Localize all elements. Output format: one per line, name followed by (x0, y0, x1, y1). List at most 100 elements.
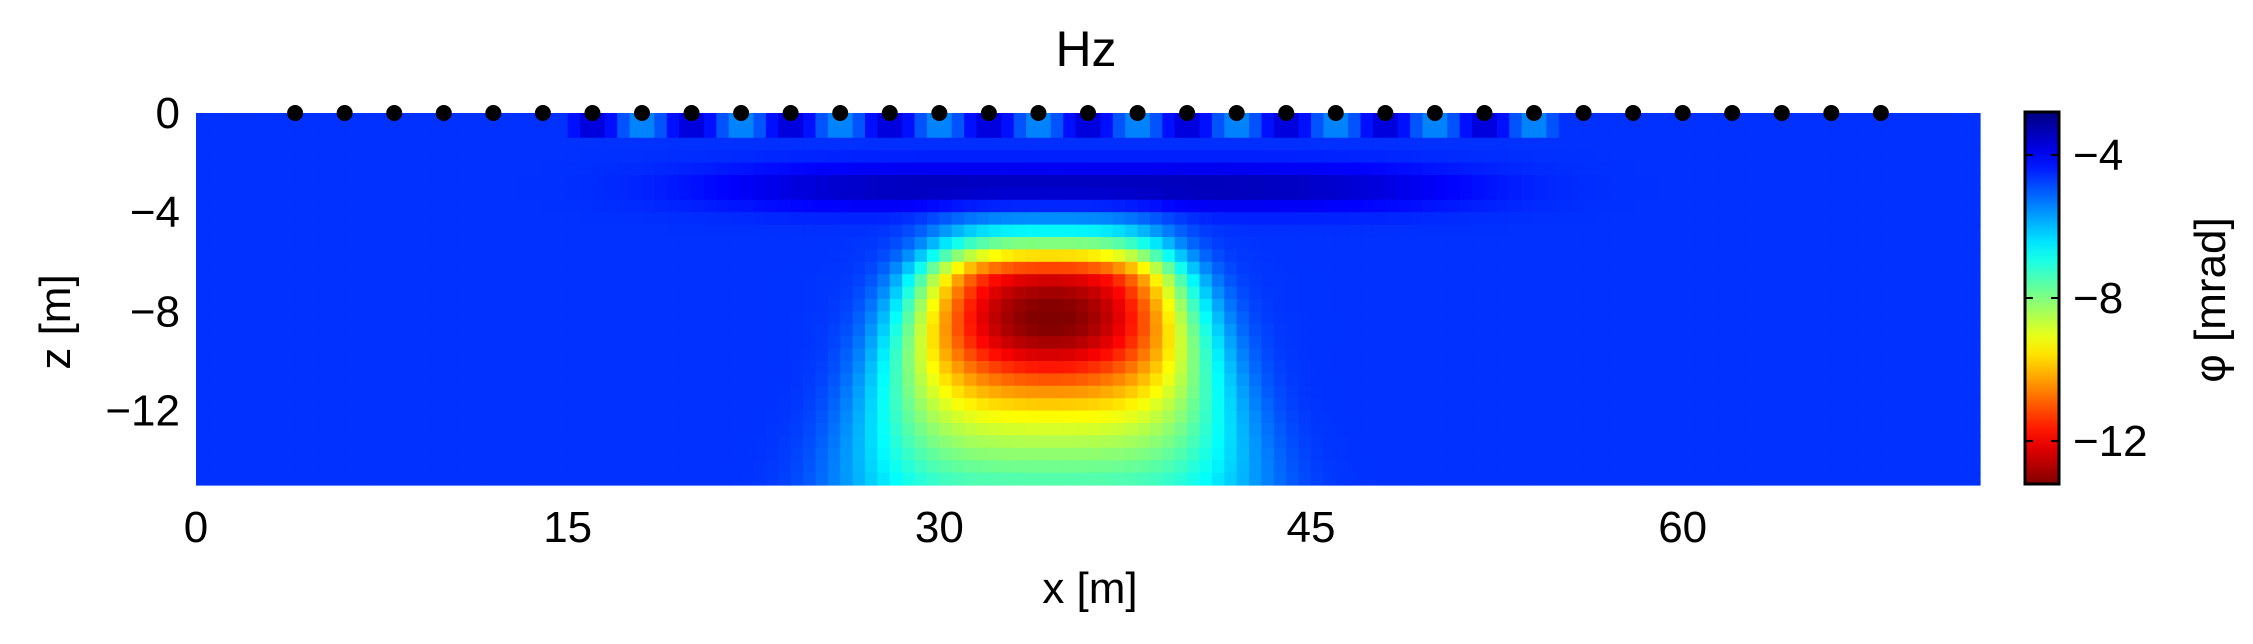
heatmap-cell (1856, 224, 1870, 238)
heatmap-cell (1199, 299, 1213, 312)
heatmap-cell (1372, 460, 1386, 474)
heatmap-cell (1149, 150, 1163, 164)
heatmap-cell (1360, 435, 1374, 449)
heatmap-cell (1558, 423, 1572, 436)
heatmap-cell (257, 460, 271, 474)
heatmap-cell (1682, 311, 1696, 325)
heatmap-cell (1050, 435, 1064, 449)
heatmap-cell (1732, 336, 1746, 350)
heatmap-cell (307, 423, 321, 436)
heatmap-cell (1472, 249, 1486, 263)
heatmap-cell (1063, 423, 1077, 436)
heatmap-cell (666, 175, 680, 188)
heatmap-cell (1905, 299, 1919, 312)
heatmap-cell (319, 447, 333, 461)
heatmap-cell (1459, 423, 1473, 436)
heatmap-cell (555, 249, 569, 263)
heatmap-cell (840, 472, 854, 486)
heatmap-cell (580, 237, 594, 250)
heatmap-cell (1571, 274, 1585, 288)
heatmap-cell (1125, 410, 1139, 424)
heatmap-cell (679, 348, 693, 362)
heatmap-cell (654, 137, 668, 151)
heatmap-cell (914, 460, 928, 474)
heatmap-cell (1372, 373, 1386, 387)
heatmap-cell (208, 336, 222, 350)
heatmap-cell (369, 199, 383, 213)
heatmap-cell (1595, 199, 1609, 213)
heatmap-cell (988, 472, 1002, 486)
heatmap-cell (208, 385, 222, 399)
heatmap-cell (480, 199, 494, 213)
heatmap-cell (1595, 460, 1609, 474)
heatmap-cell (1298, 175, 1312, 188)
heatmap-cell (939, 423, 953, 436)
heatmap-cell (976, 162, 990, 176)
electrode-marker (584, 105, 601, 121)
heatmap-cell (865, 125, 878, 139)
heatmap-cell (604, 212, 618, 226)
heatmap-cell (1769, 249, 1783, 263)
heatmap-cell (1732, 175, 1746, 188)
heatmap-cell (1806, 435, 1820, 449)
heatmap-cell (1224, 187, 1238, 201)
heatmap-cell (728, 410, 742, 424)
heatmap-cell (1583, 361, 1597, 374)
heatmap-cell (815, 410, 829, 424)
heatmap-cell (964, 274, 978, 288)
heatmap-cell (827, 224, 841, 238)
heatmap-cell (1026, 212, 1040, 226)
heatmap-cell (1670, 249, 1684, 263)
heatmap-cell (1806, 175, 1820, 188)
heatmap-cell (1509, 435, 1523, 449)
heatmap-cell (1781, 274, 1795, 288)
heatmap-cell (1707, 175, 1721, 188)
heatmap-cell (1149, 398, 1163, 412)
heatmap-cell (741, 460, 755, 474)
heatmap-cell (1236, 125, 1250, 139)
heatmap-cell (852, 361, 866, 374)
heatmap-cell (679, 435, 693, 449)
heatmap-cell (1211, 212, 1225, 226)
heatmap-cell (1868, 224, 1882, 238)
heatmap-cell (555, 472, 569, 486)
heatmap-cell (703, 361, 717, 374)
heatmap-cell (914, 348, 928, 362)
heatmap-cell (1856, 137, 1870, 151)
heatmap-cell (381, 435, 395, 449)
heatmap-cell (1695, 249, 1709, 263)
heatmap-cell (1038, 249, 1052, 263)
heatmap-cell (1410, 361, 1424, 374)
heatmap-cell (419, 113, 432, 126)
heatmap-cell (765, 460, 779, 474)
heatmap-cell (233, 398, 247, 412)
heatmap-cell (1323, 336, 1337, 350)
heatmap-cell (1794, 323, 1808, 337)
heatmap-cell (307, 323, 321, 337)
heatmap-cell (1757, 447, 1770, 461)
heatmap-cell (394, 423, 408, 436)
heatmap-cell (1571, 187, 1585, 201)
heatmap-cell (803, 361, 817, 374)
heatmap-cell (1558, 447, 1572, 461)
heatmap-cell (604, 299, 618, 312)
heatmap-cell (988, 447, 1002, 461)
heatmap-cell (865, 323, 878, 337)
heatmap-cell (1942, 311, 1956, 325)
heatmap-cell (1050, 373, 1064, 387)
heatmap-cell (1050, 398, 1064, 412)
heatmap-cell (1311, 137, 1324, 151)
heatmap-cell (914, 199, 928, 213)
heatmap-cell (555, 286, 569, 300)
heatmap-cell (1484, 125, 1498, 139)
heatmap-cell (1459, 113, 1473, 126)
heatmap-cell (1880, 385, 1894, 399)
heatmap-cell (1063, 435, 1077, 449)
heatmap-cell (1546, 274, 1560, 288)
heatmap-cell (617, 336, 631, 350)
heatmap-cell (703, 385, 717, 399)
heatmap-cell (964, 175, 978, 188)
heatmap-cell (1781, 447, 1795, 461)
heatmap-cell (765, 299, 779, 312)
heatmap-cell (307, 249, 321, 263)
